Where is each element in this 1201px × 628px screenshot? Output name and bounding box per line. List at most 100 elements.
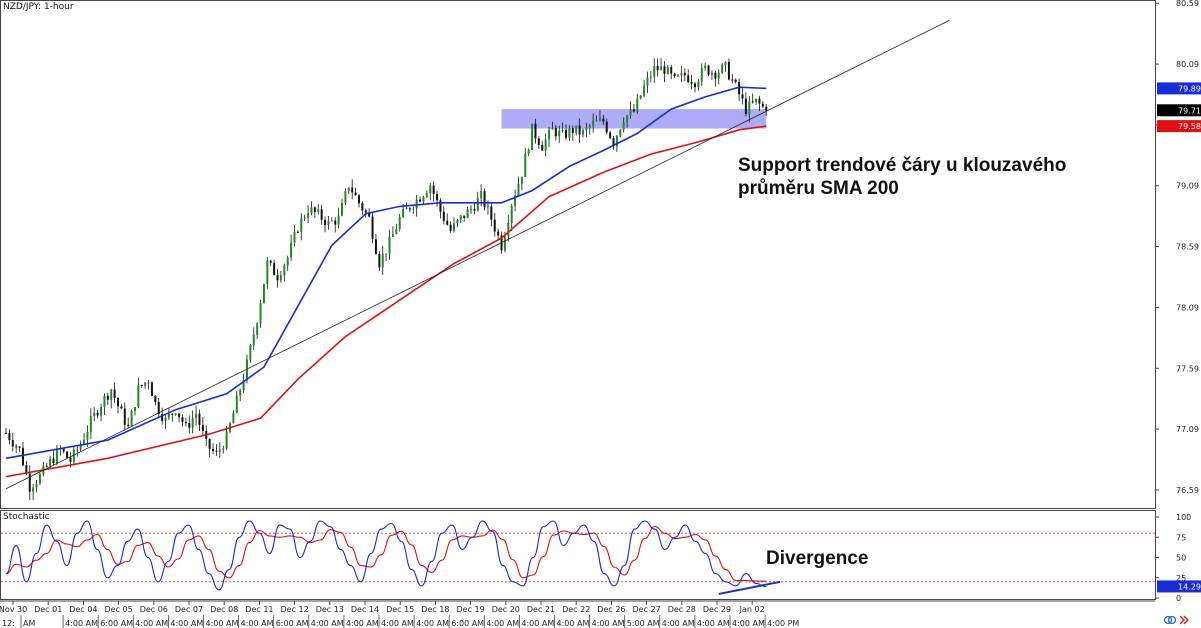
candle: [100, 403, 103, 422]
candle: [592, 113, 595, 133]
candle: [347, 187, 350, 195]
stochastic-y-axis: 100 75 50 25 0 14.29: [1155, 513, 1201, 603]
x-time-label: 4:00 AM: [662, 619, 695, 628]
candle: [432, 181, 435, 202]
candle: [286, 255, 289, 271]
candle: [341, 199, 344, 217]
candle: [324, 216, 327, 233]
candle: [422, 195, 425, 205]
candle: [714, 70, 717, 87]
candle: [612, 135, 615, 151]
candle: [354, 187, 357, 196]
candle: [619, 129, 622, 138]
candle: [273, 259, 276, 276]
candle: [178, 413, 181, 423]
candle: [18, 445, 21, 453]
candle: [276, 268, 279, 288]
candle: [174, 412, 177, 416]
stochastic-label-bg: [1, 511, 39, 521]
candle: [415, 195, 418, 217]
candle: [137, 377, 140, 409]
candle: [235, 391, 238, 414]
x-date-label: Dec 07: [175, 605, 203, 614]
candle: [83, 433, 86, 446]
candle: [320, 204, 323, 225]
candle: [103, 393, 106, 416]
x-time-label: 4:00 AM: [732, 619, 765, 628]
x-date-label: Dec 11: [245, 605, 273, 614]
candle: [144, 382, 147, 389]
candle: [656, 58, 659, 77]
candle: [660, 58, 663, 71]
candle: [748, 95, 751, 123]
stochastic-pane-frame: [0, 510, 1156, 600]
candle: [357, 193, 360, 208]
x-time-label: 6:00 AM: [451, 619, 484, 628]
candle: [609, 131, 612, 140]
candle: [45, 462, 48, 468]
x-date-label: Dec 18: [421, 605, 449, 614]
y-tick-label: 76.59: [1176, 486, 1199, 495]
candle: [734, 78, 737, 84]
candle: [150, 381, 153, 396]
y-tick-label: 80.59: [1176, 0, 1199, 8]
stoch-tick-label: 100: [1176, 513, 1191, 522]
candle: [249, 343, 252, 363]
candle: [412, 206, 415, 214]
candle: [524, 148, 527, 177]
x-date-label: Dec 27: [632, 605, 660, 614]
candle: [439, 198, 442, 219]
candle: [110, 388, 113, 409]
x-date-label: Jan 02: [739, 605, 765, 614]
candle: [408, 207, 411, 213]
candle: [588, 123, 591, 135]
x-date-label: Dec 01: [34, 605, 62, 614]
candle: [673, 72, 676, 78]
main-pane-frame: [0, 0, 1156, 509]
candle: [218, 442, 221, 458]
x-date-label: Dec 13: [316, 605, 344, 614]
sync-icon[interactable]: [1163, 615, 1177, 625]
y-tick-label: 78.09: [1176, 303, 1199, 312]
candle: [453, 217, 456, 233]
candle: [724, 61, 727, 72]
x-time-label: 4:00 AM: [521, 619, 554, 628]
candle: [157, 397, 160, 418]
candle: [463, 215, 466, 222]
candle: [11, 432, 14, 452]
sma-100-line: [5, 86, 767, 460]
candle: [215, 444, 218, 456]
candle: [212, 443, 215, 455]
candle: [761, 101, 764, 108]
candle: [446, 213, 449, 226]
x-time-label: 6:00 AM: [100, 619, 133, 628]
x-date-label: Dec 19: [456, 605, 484, 614]
candle: [680, 65, 683, 83]
candle: [517, 176, 520, 197]
x-date-label: Dec 21: [527, 605, 555, 614]
candle: [259, 299, 262, 328]
candle: [738, 78, 741, 102]
scroll-end-icon[interactable]: [1179, 615, 1189, 625]
candle: [442, 206, 445, 225]
stoch-value-label: [1157, 580, 1201, 593]
candle: [8, 429, 11, 445]
candle: [677, 74, 680, 78]
candle: [167, 408, 170, 420]
candle: [52, 450, 55, 466]
candle: [649, 71, 652, 83]
candle: [727, 58, 730, 81]
candle: [537, 136, 540, 149]
candle: [317, 204, 320, 215]
candle: [303, 214, 306, 222]
candle: [5, 427, 7, 434]
stoch-k-line: [5, 520, 767, 591]
candle: [35, 480, 38, 493]
candle: [585, 122, 588, 138]
candle: [344, 188, 347, 205]
candle: [38, 472, 41, 486]
stoch-tick-label: 75: [1176, 533, 1186, 542]
candle: [425, 190, 428, 198]
candle: [154, 395, 157, 406]
